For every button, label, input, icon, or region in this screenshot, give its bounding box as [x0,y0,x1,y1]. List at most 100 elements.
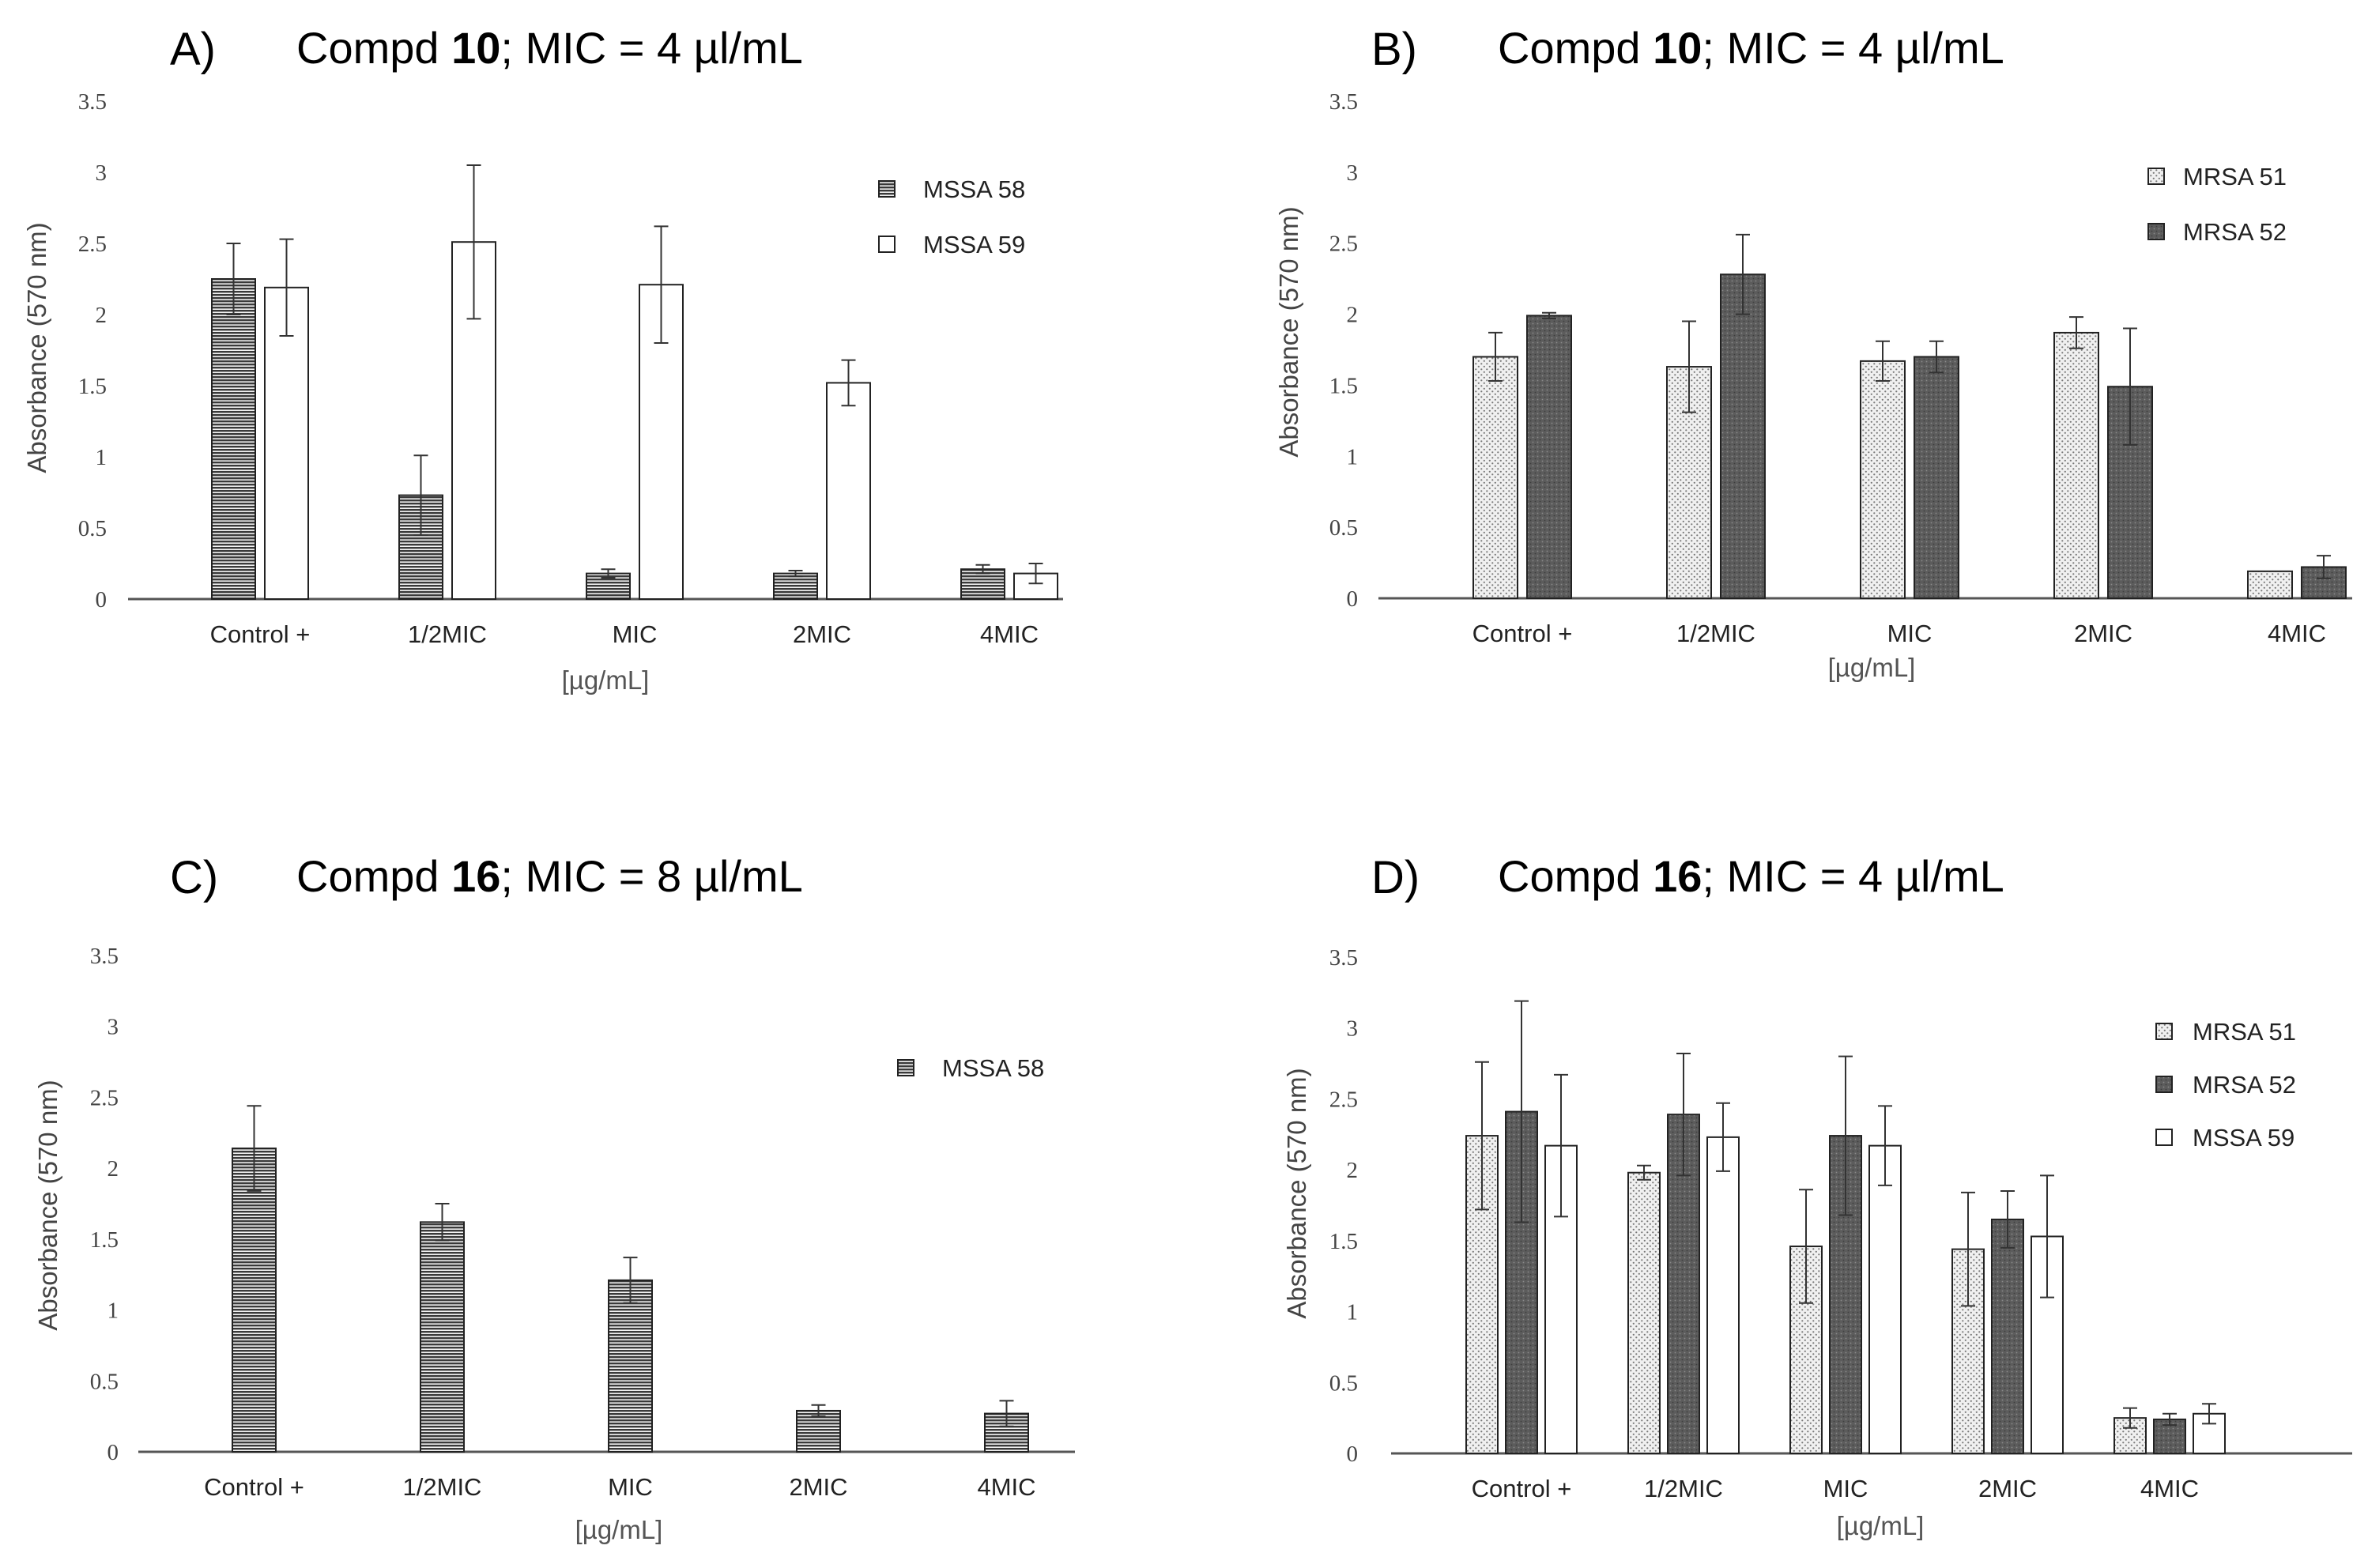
chart0-y-tick-label: 0 [96,587,107,612]
chart3-legend-swatch [2155,1076,2173,1093]
chart2-y-tick-label: 1 [107,1298,119,1324]
chart0-bar-mssa-59 [451,241,496,600]
chart1-error-bar [1876,340,1890,383]
panel-d-plot: 0 0.5 1 1.5 2 2.5 3 3.5 Control + 1/2MIC MIC 2MIC 4M… [1329,945,2352,1502]
chart2-bar-mssa-58 [796,1409,841,1453]
chart1-y-tick-label: 1.5 [1329,373,1358,398]
chart0-y-tick-label: 1 [96,445,107,470]
panel-c-x-unit: [µg/mL] [575,1515,663,1544]
panel-d-y-axis-label: Absorbance (570 nm) [1282,1068,1311,1318]
chart2-category-label: 1/2MIC [403,1473,482,1501]
chart3-error-bar [2000,1190,2015,1249]
chart2-error-bar [999,1400,1014,1427]
panel-c: C) Compd 16; MIC = 8 µl/mL Absorbance (5… [33,851,1075,1544]
chart3-error-bar [1716,1102,1730,1172]
chart3-error-bar [1514,1000,1529,1223]
chart1-legend-label: MRSA 52 [2183,218,2287,246]
chart2-legend-label: MSSA 58 [942,1054,1044,1082]
chart1-y-tick-label: 0 [1347,586,1359,612]
chart0-legend-item: MSSA 59 [878,231,1025,258]
chart1-bar-mrsa-51 [1860,360,1906,599]
chart2-legend-item: MSSA 58 [897,1054,1044,1082]
chart1-y-tick-label: 3.5 [1329,89,1358,115]
panel-a-letter: A) [170,24,216,75]
chart0-y-tick-label: 2.5 [78,232,107,257]
chart2-bar-mssa-58 [420,1221,465,1453]
panel-a-x-unit: [µg/mL] [562,665,650,695]
chart3-bar-mssa-59 [1868,1144,1902,1454]
chart2-bar-mssa-58 [608,1279,653,1453]
chart3-error-bar [1637,1164,1651,1181]
chart1-y-tick-label: 3 [1347,160,1359,186]
chart2-category-label: 4MIC [977,1473,1035,1501]
chart0-bar-mssa-58 [211,278,256,600]
chart3-legend-label: MRSA 52 [2193,1071,2296,1099]
chart1-legend-swatch [2147,168,2165,185]
chart1-y-tick-label: 2.5 [1329,232,1358,257]
panel-b-x-unit: [µg/mL] [1828,653,1916,682]
chart1-category-label: 2MIC [2074,620,2132,647]
chart3-y-tick-label: 2.5 [1329,1087,1358,1112]
panel-b-letter: B) [1371,24,1417,75]
chart3-bar-mrsa-51 [1627,1171,1661,1455]
chart0-legend-item: MSSA 58 [878,175,1025,203]
chart0-error-bar [654,225,669,344]
chart3-y-tick-label: 0 [1347,1442,1359,1467]
chart0-error-bar [788,570,803,578]
chart1-error-bar [1929,340,1944,374]
chart3-legend-item: MRSA 52 [2155,1071,2296,1099]
chart3-legend-swatch [2155,1023,2173,1040]
chart3-y-tick-label: 0.5 [1329,1370,1358,1396]
panel-d-title: Compd 16; MIC = 4 µl/mL [1498,851,2004,901]
panel-c-plot: 0 0.5 1 1.5 2 2.5 3 3.5 Control + 1/2MIC MIC 2MIC 4M… [90,944,1075,1501]
chart0-bar-mssa-59 [264,286,309,600]
chart0-y-tick-label: 2 [96,303,107,328]
panel-a-title: Compd 10; MIC = 4 µl/mL [296,23,803,73]
chart3-category-label: 4MIC [2140,1475,2199,1502]
chart3-bar-mssa-59 [1706,1136,1740,1454]
chart2-y-tick-label: 1.5 [90,1227,119,1253]
chart3-error-bar [2202,1403,2216,1425]
chart1-legend-label: MRSA 51 [2183,163,2287,190]
chart3-category-label: Control + [1472,1475,1572,1502]
chart0-legend-swatch [878,180,896,198]
chart3-error-bar [1878,1105,1892,1186]
chart2-y-tick-label: 0.5 [90,1369,119,1394]
chart0-legend-swatch [878,236,896,253]
chart0-y-tick-label: 0.5 [78,516,107,541]
chart1-category-label: MIC [1887,620,1932,647]
chart3-y-tick-label: 2 [1347,1158,1359,1183]
chart3-legend-item: MSSA 59 [2155,1124,2294,1152]
chart0-bar-mssa-59 [1013,572,1058,600]
chart3-error-bar [2123,1407,2137,1429]
chart1-error-bar [1736,233,1750,315]
panel-d-letter: D) [1371,852,1420,903]
chart3-category-label: MIC [1823,1475,1868,1502]
chart0-y-tick-label: 3 [96,160,107,186]
chart2-y-tick-label: 3.5 [90,944,119,969]
panel-c-letter: C) [170,852,218,903]
chart0-bar-mssa-58 [773,572,818,600]
panel-a-plot: 0 0.5 1 1.5 2 2.5 3 3.5 Control + 1/2MIC MIC 2MIC 4M… [78,89,1063,648]
chart1-y-tick-label: 2 [1347,303,1359,328]
chart0-error-bar [466,164,481,320]
panel-c-title: Compd 16; MIC = 8 µl/mL [296,851,803,901]
chart0-category-label: MIC [613,620,658,648]
chart1-error-bar [1542,311,1556,319]
chart2-y-tick-label: 2 [107,1156,119,1182]
chart2-error-bar [435,1203,450,1242]
chart3-legend-label: MRSA 51 [2193,1018,2296,1046]
chart0-error-bar [975,564,990,575]
chart1-bar-mrsa-52 [1526,315,1572,599]
chart3-y-tick-label: 1 [1347,1300,1359,1325]
chart2-error-bar [623,1257,638,1304]
chart1-category-label: 1/2MIC [1676,620,1755,647]
chart0-category-label: Control + [210,620,311,648]
chart1-category-label: Control + [1472,620,1573,647]
chart0-error-bar [601,568,616,579]
panel-b-plot: 0 0.5 1 1.5 2 2.5 3 3.5 Control + 1/2MIC MIC 2MIC 4M… [1329,89,2352,647]
chart1-bar-mrsa-51 [2247,570,2293,600]
chart3-error-bar [1676,1053,1691,1177]
panel-d: D) Compd 16; MIC = 4 µl/mL Absorbance (5… [1282,851,2352,1540]
chart1-y-tick-label: 0.5 [1329,515,1358,541]
